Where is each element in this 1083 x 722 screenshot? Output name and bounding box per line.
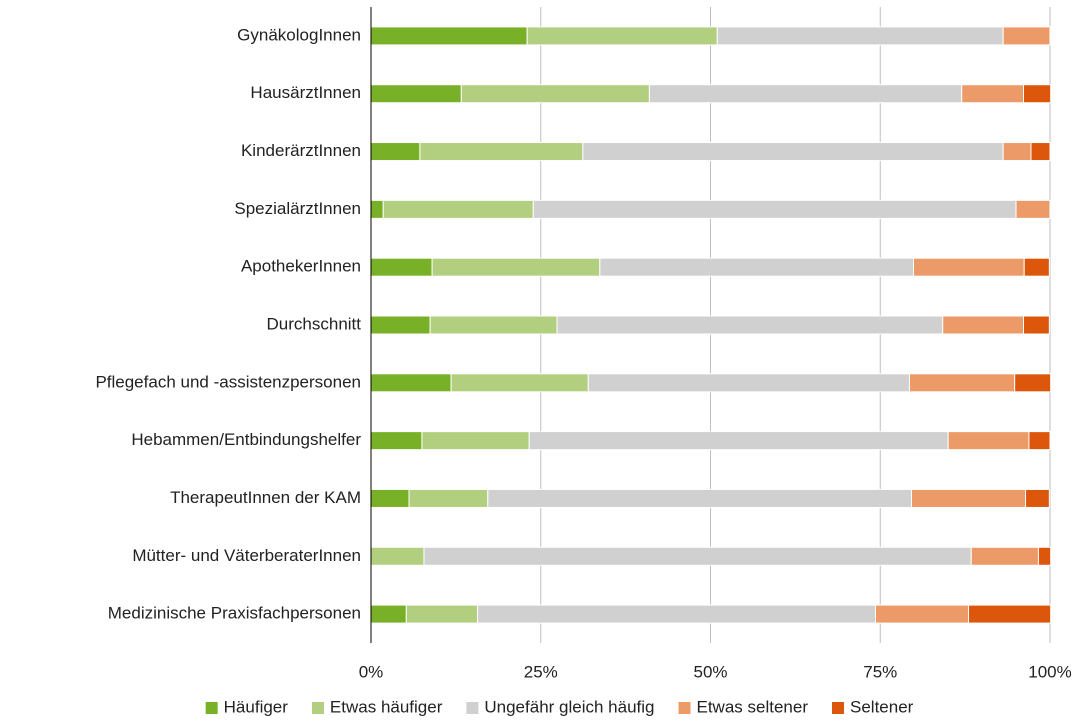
y-tick-label: GynäkologInnen	[237, 25, 361, 44]
bar-segment	[526, 26, 718, 46]
bar-segment	[370, 604, 407, 624]
legend-label: Häufiger	[224, 697, 289, 716]
bar-segment	[961, 84, 1025, 104]
bar-segment	[582, 142, 1004, 162]
bar-segment	[487, 488, 912, 508]
y-tick-label: KinderärztInnen	[241, 141, 361, 160]
bar-segment	[587, 373, 910, 393]
bar-segment	[370, 84, 462, 104]
bar-segment	[556, 315, 944, 335]
bar-segment	[910, 488, 1027, 508]
y-tick-label: TherapeutInnen der KAM	[170, 488, 361, 507]
legend-label: Etwas häufiger	[330, 697, 443, 716]
bar-segment	[1028, 431, 1051, 451]
bar-segment	[419, 142, 584, 162]
y-tick-label: Mütter- und VäterberaterInnen	[132, 546, 361, 565]
legend-swatch	[466, 702, 479, 714]
legend-swatch	[678, 702, 691, 714]
bar-segment	[908, 373, 1016, 393]
bar-segment	[382, 199, 534, 219]
bar-segment	[1014, 373, 1052, 393]
bar-segment	[408, 488, 489, 508]
bar-segment	[970, 546, 1039, 566]
y-tick-label: SpezialärztInnen	[234, 199, 361, 218]
legend-label: Etwas seltener	[697, 697, 809, 716]
bar-segment	[431, 257, 601, 277]
bar-segment	[532, 199, 1017, 219]
legend-swatch	[205, 702, 218, 714]
legend-swatch	[832, 702, 845, 714]
bar-segment	[421, 431, 530, 451]
bar-segment	[370, 488, 410, 508]
bar-segment	[370, 199, 384, 219]
bar-segment	[947, 431, 1030, 451]
x-tick-label: 0%	[359, 662, 384, 681]
bar-segment	[370, 315, 431, 335]
x-tick-label: 75%	[863, 662, 897, 681]
bar-segment	[913, 257, 1025, 277]
bar-segment	[1023, 315, 1050, 335]
bar-segment	[370, 373, 452, 393]
bar-segment	[450, 373, 589, 393]
x-tick-label: 100%	[1028, 662, 1071, 681]
y-tick-label: Durchschnitt	[267, 314, 362, 333]
y-tick-label: ApothekerInnen	[241, 257, 361, 276]
bar-segment	[370, 257, 433, 277]
legend-label: Seltener	[850, 697, 914, 716]
bar-segment	[423, 546, 972, 566]
bar-segment	[1015, 199, 1051, 219]
bar-segment	[942, 315, 1025, 335]
bar-segment	[460, 84, 650, 104]
y-tick-label: Medizinische Praxisfachpersonen	[108, 604, 361, 623]
x-tick-label: 50%	[693, 662, 727, 681]
bar-segment	[370, 26, 528, 46]
bar-segment	[370, 431, 423, 451]
bar-segment	[405, 604, 479, 624]
bar-segment	[716, 26, 1004, 46]
bar-segment	[1023, 84, 1052, 104]
bar-segment	[1002, 142, 1032, 162]
y-tick-label: Hebammen/Entbindungshelfer	[131, 430, 361, 449]
bar-segment	[874, 604, 970, 624]
y-tick-label: HausärztInnen	[250, 83, 361, 102]
bar-segment	[429, 315, 558, 335]
bar-segment	[370, 142, 421, 162]
bar-segment	[968, 604, 1052, 624]
bar-segment	[1037, 546, 1052, 566]
bar-segment	[1023, 257, 1050, 277]
bar-segment	[477, 604, 876, 624]
y-tick-label: Pflegefach und -assistenzpersonen	[95, 372, 361, 391]
bar-segment	[1002, 26, 1051, 46]
bar-segment	[648, 84, 963, 104]
bar-segment	[1025, 488, 1050, 508]
bar-segment	[599, 257, 915, 277]
legend-swatch	[311, 702, 324, 714]
x-tick-label: 25%	[524, 662, 558, 681]
bar-segment	[370, 546, 425, 566]
bar-segment	[1030, 142, 1051, 162]
bar-segment	[528, 431, 949, 451]
legend-label: Ungefähr gleich häufig	[484, 697, 654, 716]
